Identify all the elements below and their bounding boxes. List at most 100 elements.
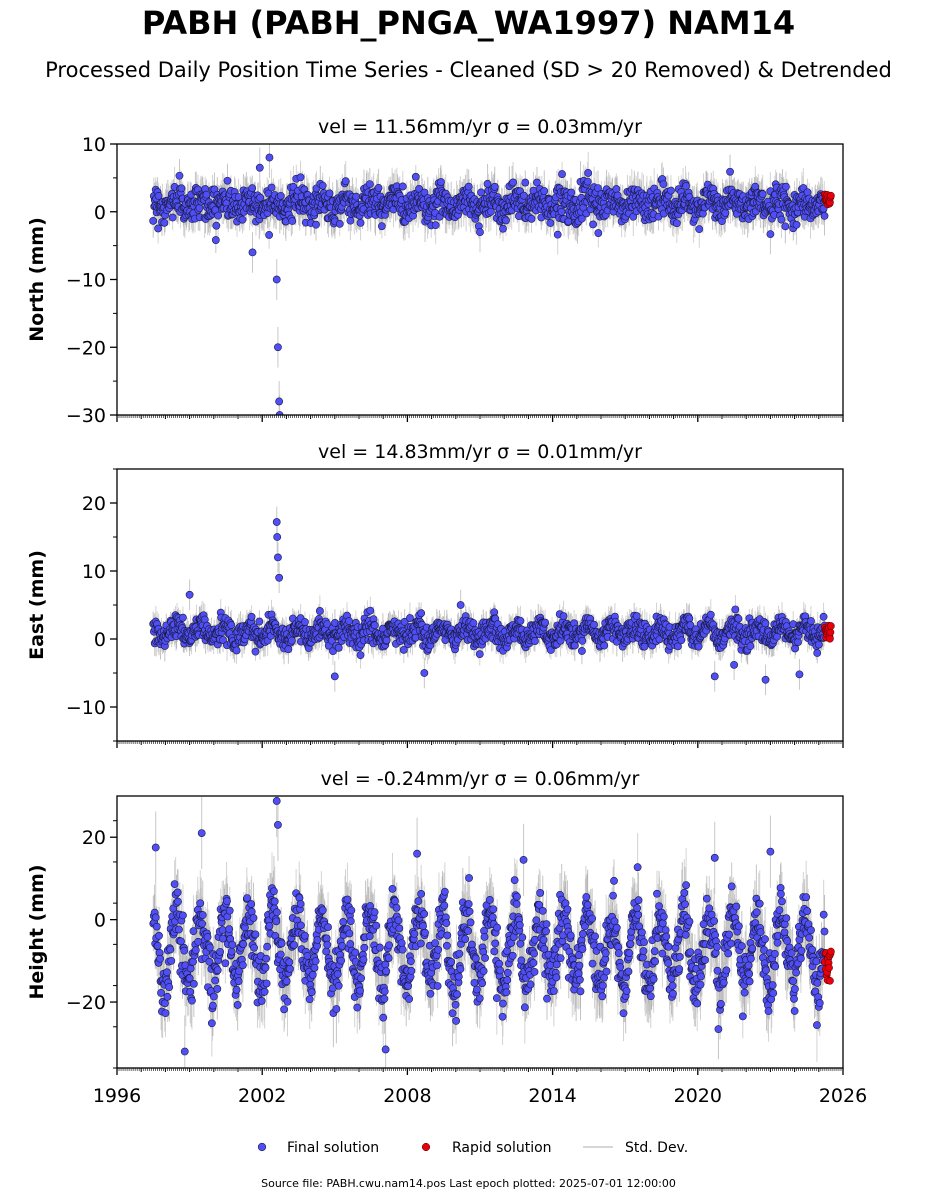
- final-point: [265, 153, 274, 162]
- final-point: [475, 650, 484, 659]
- final-point: [476, 228, 484, 236]
- final-point: [168, 213, 177, 222]
- final-point: [594, 184, 602, 193]
- final-point: [346, 216, 355, 225]
- final-point: [160, 218, 169, 227]
- final-point: [175, 171, 184, 180]
- final-point: [477, 188, 485, 197]
- final-point: [564, 217, 573, 226]
- y-tick-label: −20: [66, 337, 106, 359]
- final-point: [490, 182, 499, 191]
- final-point: [437, 178, 445, 186]
- final-point: [247, 612, 256, 621]
- final-point: [272, 275, 281, 284]
- final-point: [553, 230, 562, 239]
- final-point: [758, 190, 767, 199]
- final-point: [275, 397, 284, 406]
- final-point: [334, 643, 343, 652]
- final-point: [792, 220, 801, 229]
- final-point: [486, 207, 495, 216]
- final-point: [589, 220, 597, 229]
- final-point: [251, 647, 260, 656]
- final-point: [318, 181, 327, 190]
- final-point: [682, 182, 690, 190]
- final-point: [288, 217, 297, 225]
- final-point: [154, 224, 162, 233]
- final-point: [325, 189, 334, 198]
- final-point: [377, 222, 386, 231]
- final-point: [509, 178, 517, 187]
- final-point: [540, 187, 549, 195]
- panel-north: vel = 11.56mm/yr σ = 0.03mm/yr North (mm)…: [26, 116, 844, 427]
- final-point: [782, 182, 790, 191]
- final-point: [356, 651, 365, 660]
- final-point: [499, 224, 507, 233]
- final-point: [411, 172, 420, 181]
- final-point: [546, 219, 555, 227]
- final-point: [584, 169, 593, 177]
- final-point: [238, 215, 247, 224]
- final-point: [267, 183, 276, 192]
- final-point: [766, 230, 775, 239]
- final-point: [345, 617, 353, 625]
- final-point: [672, 219, 681, 228]
- final-point: [265, 231, 273, 239]
- y-tick-label: −30: [66, 405, 106, 427]
- final-point: [296, 173, 305, 182]
- final-point: [211, 236, 220, 244]
- chart-subtitle: Processed Daily Position Time Series - C…: [45, 58, 892, 82]
- final-point: [219, 636, 227, 644]
- final-point: [323, 620, 332, 629]
- final-point: [659, 180, 668, 189]
- final-point: [464, 182, 473, 191]
- final-point: [177, 184, 186, 193]
- final-point: [352, 192, 361, 201]
- final-point: [527, 214, 536, 223]
- y-tick-label: 10: [82, 134, 106, 156]
- final-point: [301, 618, 309, 626]
- final-point: [227, 621, 236, 629]
- final-point: [567, 188, 576, 197]
- final-point: [248, 248, 257, 257]
- final-point: [533, 178, 541, 187]
- final-point: [149, 216, 158, 225]
- final-point: [284, 645, 293, 654]
- final-point: [594, 229, 603, 237]
- final-point: [431, 221, 440, 230]
- final-point: [329, 647, 337, 656]
- final-point: [312, 220, 320, 229]
- final-point: [612, 185, 621, 193]
- panel-title: vel = 14.83mm/yr σ = 0.01mm/yr: [318, 441, 642, 463]
- final-point: [417, 609, 426, 618]
- final-point: [577, 214, 586, 223]
- final-point: [374, 183, 383, 192]
- final-point: [483, 179, 492, 188]
- final-point: [274, 343, 282, 352]
- final-point: [366, 606, 375, 615]
- final-point: [695, 225, 704, 234]
- final-point: [179, 613, 187, 622]
- final-point: [195, 204, 204, 212]
- final-point: [803, 188, 812, 197]
- final-point: [382, 636, 391, 645]
- final-point: [516, 616, 525, 625]
- y-axis-label: East (mm): [26, 550, 48, 660]
- final-point: [667, 186, 675, 195]
- final-point: [781, 222, 790, 231]
- final-point: [315, 607, 324, 615]
- final-point: [557, 207, 566, 216]
- final-point: [370, 621, 379, 630]
- final-point: [399, 645, 408, 654]
- final-point: [502, 216, 510, 225]
- final-point: [276, 191, 285, 200]
- final-point: [256, 193, 265, 202]
- rapid-point: [827, 191, 835, 200]
- final-point: [255, 163, 264, 172]
- final-point: [335, 219, 344, 228]
- series-final: [149, 506, 829, 696]
- final-point: [341, 177, 350, 186]
- final-point: [406, 614, 414, 622]
- panel-title: vel = 11.56mm/yr σ = 0.03mm/yr: [318, 116, 642, 138]
